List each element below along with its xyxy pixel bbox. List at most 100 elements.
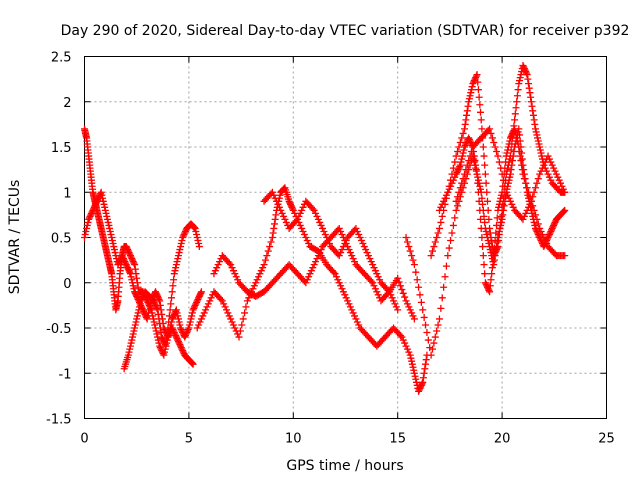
- data-point: [275, 203, 283, 211]
- data-point: [488, 270, 496, 278]
- data-point: [492, 247, 500, 255]
- data-point: [125, 249, 133, 257]
- data-point: [437, 304, 445, 312]
- data-point: [464, 102, 472, 110]
- data-point: [396, 282, 404, 290]
- data-point: [544, 152, 552, 160]
- data-point: [457, 158, 465, 166]
- data-point: [136, 300, 144, 308]
- data-point: [266, 243, 274, 251]
- data-point: [491, 143, 499, 151]
- data-point: [176, 341, 184, 349]
- data-point: [444, 188, 452, 196]
- data-point: [128, 255, 136, 263]
- data-point: [431, 238, 439, 246]
- data-point: [477, 108, 485, 116]
- data-point: [151, 301, 159, 309]
- data-point: [479, 143, 487, 151]
- x-tick-label: 15: [389, 432, 406, 447]
- data-point: [517, 157, 525, 165]
- data-point: [221, 303, 229, 311]
- data-point: [408, 360, 416, 368]
- data-point: [513, 134, 521, 142]
- data-point: [513, 98, 521, 106]
- data-point: [451, 214, 459, 222]
- data-point: [452, 152, 460, 160]
- data-point: [447, 182, 455, 190]
- data-point: [441, 194, 449, 202]
- data-point: [210, 270, 218, 278]
- data-point: [471, 157, 479, 165]
- data-point: [445, 185, 453, 193]
- data-point: [479, 243, 487, 251]
- data-point: [189, 306, 197, 314]
- data-point: [467, 86, 475, 94]
- data-point: [270, 191, 278, 199]
- data-point: [169, 313, 177, 321]
- data-point: [523, 71, 531, 79]
- data-point: [131, 321, 139, 329]
- data-point: [170, 276, 178, 284]
- data-point: [468, 83, 476, 91]
- data-point: [503, 149, 511, 157]
- data-point: [171, 267, 179, 275]
- data-point: [314, 252, 322, 260]
- data-point: [99, 197, 107, 205]
- data-point: [411, 372, 419, 380]
- data-point: [144, 312, 152, 320]
- x-tick-label: 10: [285, 432, 302, 447]
- data-point: [94, 196, 102, 204]
- data-point: [98, 191, 106, 199]
- data-point: [130, 259, 138, 267]
- data-point: [195, 243, 203, 251]
- data-point: [131, 324, 139, 332]
- data-point: [455, 164, 463, 172]
- data-point: [296, 221, 304, 229]
- data-point: [199, 312, 207, 320]
- data-point: [531, 221, 539, 229]
- data-point: [550, 221, 558, 229]
- data-point: [458, 155, 466, 163]
- data-point: [395, 278, 403, 286]
- data-point: [369, 261, 377, 269]
- data-point: [155, 295, 163, 303]
- data-point: [535, 140, 543, 148]
- data-point: [489, 258, 497, 266]
- data-point: [459, 175, 467, 183]
- data-point: [453, 169, 461, 177]
- data-point: [488, 264, 496, 272]
- data-point: [360, 243, 368, 251]
- data-point: [272, 211, 280, 219]
- data-point: [133, 292, 141, 300]
- data-point: [211, 267, 219, 275]
- data-point: [110, 243, 118, 251]
- data-point: [547, 158, 555, 166]
- data-point: [177, 344, 185, 352]
- data-point: [193, 298, 201, 306]
- data-point: [536, 170, 544, 178]
- data-point: [493, 214, 501, 222]
- data-point: [502, 152, 510, 160]
- data-point: [477, 215, 485, 223]
- data-point: [532, 184, 540, 192]
- data-point: [454, 148, 462, 156]
- data-point: [182, 330, 190, 338]
- data-point: [242, 303, 250, 311]
- data-point: [156, 324, 164, 332]
- data-point: [252, 279, 260, 287]
- data-point: [298, 224, 306, 232]
- data-point: [188, 359, 196, 367]
- data-point: [181, 333, 189, 341]
- data-point: [358, 237, 366, 245]
- data-point: [161, 348, 169, 356]
- data-point: [419, 374, 427, 382]
- data-point: [189, 360, 197, 368]
- data-point: [185, 324, 193, 332]
- data-point: [150, 318, 158, 326]
- data-point: [508, 200, 516, 208]
- data-point: [133, 274, 141, 282]
- data-point: [128, 336, 136, 344]
- data-point: [458, 134, 466, 142]
- data-point: [101, 203, 109, 211]
